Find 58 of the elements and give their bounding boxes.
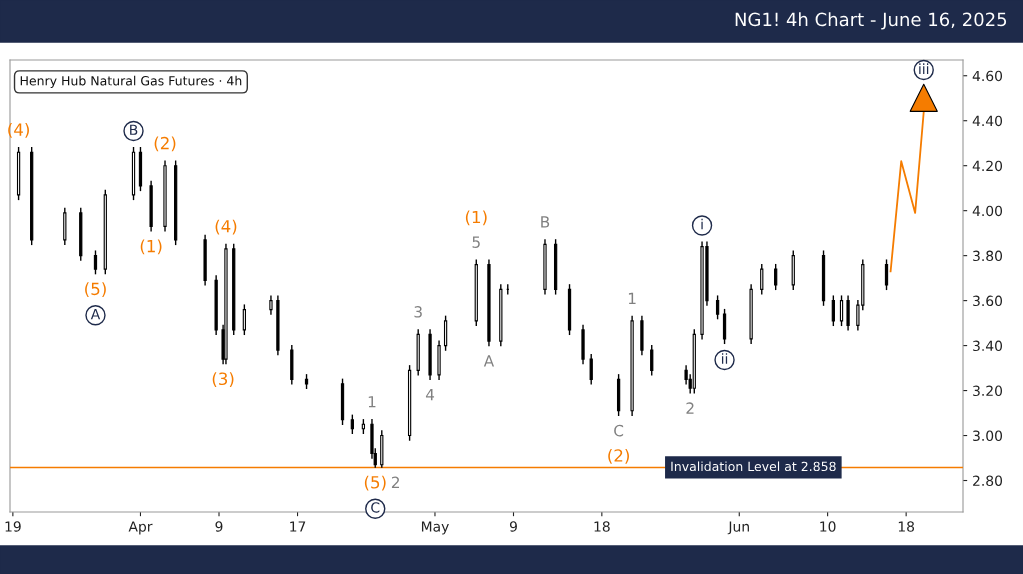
annotation: A <box>90 309 101 320</box>
chart-title: NG1! 4h Chart - June 16, 2025 <box>735 12 1007 30</box>
annotation: 2 <box>391 476 400 488</box>
annotation: 2 <box>686 402 694 414</box>
annotation: (4) <box>8 122 29 138</box>
annotation: (1) <box>465 210 487 226</box>
x-tick-label: 18 <box>898 521 915 532</box>
y-tick-label: 4.60 <box>972 70 1003 82</box>
x-tick-label: 19 <box>5 521 21 532</box>
candlestick <box>242 304 246 336</box>
candlestick <box>760 263 764 295</box>
annotation: iii <box>919 63 929 74</box>
x-tick-label: 17 <box>290 521 306 532</box>
candlestick <box>774 263 778 291</box>
annotation: (1) <box>140 239 162 255</box>
y-tick-label: 3.40 <box>973 340 1003 352</box>
annotation: A <box>483 355 495 367</box>
x-tick-label: 9 <box>509 521 517 532</box>
y-tick-label: 4.00 <box>972 205 1003 217</box>
y-tick-label: 4.20 <box>972 160 1003 172</box>
x-tick-label: 18 <box>594 521 610 532</box>
annotation: (5) <box>85 282 106 298</box>
annotation: 1 <box>628 292 636 304</box>
candlestick <box>839 295 844 327</box>
annotation: 3 <box>414 306 422 318</box>
x-tick-label: 9 <box>215 521 223 532</box>
annotation: i <box>701 218 703 230</box>
y-tick-label: 3.80 <box>973 250 1003 262</box>
y-tick-label: 2.80 <box>973 475 1003 486</box>
candlestick <box>884 259 889 291</box>
annotation: C <box>614 424 624 437</box>
candlestick <box>650 344 654 376</box>
annotation: (2) <box>608 448 629 464</box>
x-tick-label: Apr <box>128 521 153 535</box>
annotation: (2) <box>154 136 176 152</box>
y-tick-label: 3.60 <box>973 295 1003 307</box>
annotation: B <box>541 216 550 228</box>
annotation: B <box>130 124 138 135</box>
annotation: ii <box>722 353 728 364</box>
annotation: 1 <box>368 396 376 408</box>
candlestick <box>831 295 835 327</box>
annotation: 5 <box>472 236 480 248</box>
x-tick-label: Jun <box>727 521 749 535</box>
y-tick-label: 4.40 <box>972 115 1003 127</box>
candlestick <box>93 250 98 275</box>
x-tick-label: 10 <box>820 521 836 532</box>
y-tick-label: 3.20 <box>973 385 1003 397</box>
annotation: C <box>371 502 380 513</box>
y-tick-label: 3.00 <box>973 430 1003 442</box>
ref-line-label: Invalidation Level at 2.858 <box>671 461 836 472</box>
annotation: (3) <box>212 372 234 388</box>
annotation: 4 <box>425 389 435 401</box>
annotation: (5) <box>364 475 386 491</box>
x-tick-label: May <box>421 521 449 535</box>
annotation: (4) <box>215 219 237 235</box>
candlestick <box>715 295 720 320</box>
text: Henry Hub Natural Gas Futures · 4h <box>20 75 242 88</box>
candlestick <box>589 353 593 385</box>
